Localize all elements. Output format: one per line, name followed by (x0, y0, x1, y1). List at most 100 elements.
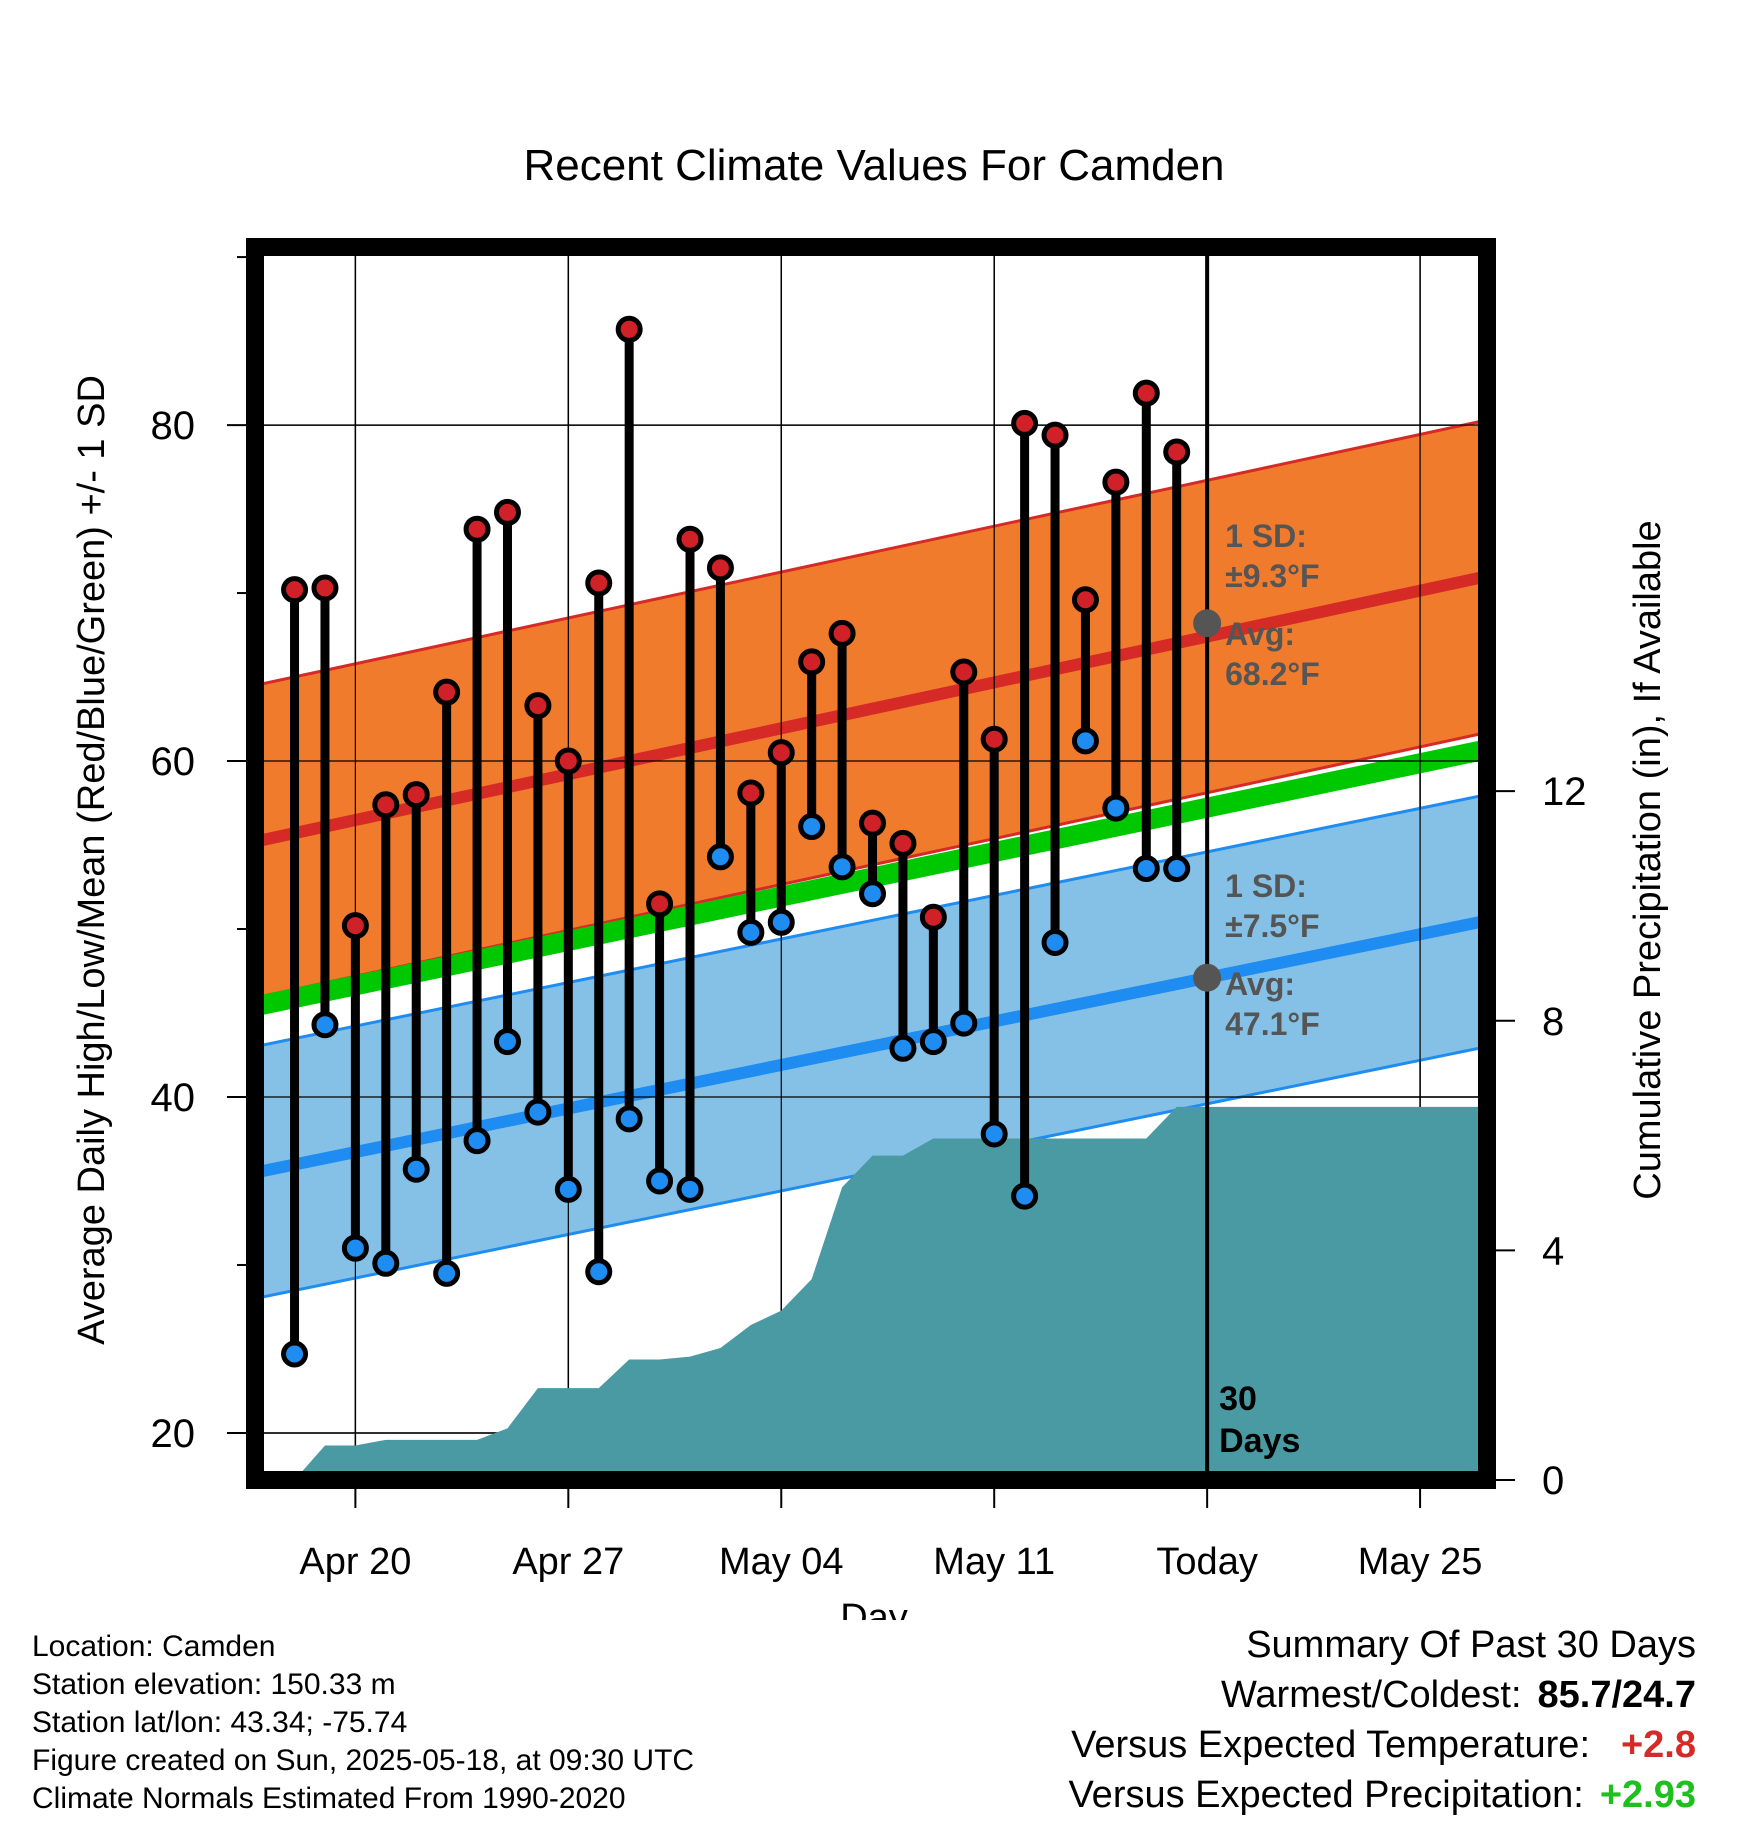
daily-low-point (676, 1175, 704, 1203)
normals-text: Climate Normals Estimated From 1990-2020 (32, 1782, 626, 1815)
daily-low-point (889, 1034, 917, 1062)
daily-low-point (737, 918, 765, 946)
y-right-tick-label: 8 (1542, 1000, 1564, 1044)
low-band-upper-edge (255, 793, 1487, 1049)
summary-precip: Versus Expected Precipitation: +2.93 (1068, 1770, 1696, 1820)
daily-high-point (889, 829, 917, 857)
created-text: Figure created on Sun, 2025-05-18, at 09… (32, 1744, 695, 1777)
low-sd-annotation: 1 SD: (1225, 868, 1307, 904)
daily-high-point (1071, 586, 1099, 614)
low-normal-line (255, 914, 1487, 1179)
y-left-tick-label: 40 (151, 1076, 196, 1120)
daily-high-point (463, 515, 491, 543)
y-left-tick-label: 20 (151, 1412, 196, 1456)
daily-high-point (372, 791, 400, 819)
daily-low-point (980, 1120, 1008, 1148)
y-right-tick-label: 4 (1542, 1229, 1564, 1273)
daily-low-point (1011, 1182, 1039, 1210)
y-right-tick-label: 12 (1542, 770, 1587, 814)
cumulative-precip-area (294, 1106, 1487, 1480)
high-avg-annotation: Avg: (1225, 616, 1295, 652)
daily-low-point (554, 1175, 582, 1203)
daily-high-point (433, 678, 461, 706)
today-window-label: 30 (1219, 1380, 1257, 1418)
elevation-text: Station elevation: 150.33 m (32, 1668, 396, 1701)
daily-low-point (311, 1011, 339, 1039)
daily-low-point (463, 1127, 491, 1155)
temp-anomaly-label: Versus Expected Temperature: (1071, 1724, 1590, 1766)
daily-high-point (615, 315, 643, 343)
daily-low-point (524, 1098, 552, 1126)
y-right-tick-label: 0 (1542, 1459, 1564, 1503)
daily-high-point (281, 576, 309, 604)
plot-area: 1 SD: ±9.3°F Avg: 68.2°F 1 SD: ±7.5°F Avg: 47.1… (151, 238, 1587, 1583)
y-axis-left-label: Average Daily High/Low/Mean (Red/Blue/Gr… (71, 375, 113, 1345)
daily-low-point (706, 843, 734, 871)
x-tick-label: Apr 20 (299, 1541, 411, 1583)
plot-inner (255, 247, 1487, 1480)
daily-high-point (554, 747, 582, 775)
plot-frame (246, 238, 1496, 1489)
daily-high-point (737, 779, 765, 807)
daily-high-point (493, 498, 521, 526)
daily-high-point (919, 903, 947, 931)
precip-anomaly-label: Versus Expected Precipitation: (1068, 1774, 1584, 1816)
daily-high-point (1102, 468, 1130, 496)
x-tick-label: Today (1156, 1541, 1257, 1583)
daily-high-point (524, 692, 552, 720)
low-sd-annotation: ±7.5°F (1225, 908, 1319, 944)
daily-low-point (402, 1155, 430, 1183)
station-metadata: Location: Camden Station elevation: 150.… (32, 1628, 694, 1818)
daily-high-point (646, 890, 674, 918)
daily-high-point (859, 809, 887, 837)
daily-high-point (311, 574, 339, 602)
y-left-tick-label: 60 (151, 740, 196, 784)
daily-low-point (950, 1009, 978, 1037)
daily-low-point (646, 1167, 674, 1195)
daily-low-point (585, 1258, 613, 1286)
daily-high-point (828, 619, 856, 647)
high-band-upper-edge (255, 418, 1487, 687)
latlon-text: Station lat/lon: 43.34; -75.74 (32, 1706, 408, 1739)
chart-title: Recent Climate Values For Camden (523, 141, 1224, 190)
daily-high-point (767, 739, 795, 767)
low-avg-annotation: 47.1°F (1225, 1006, 1320, 1042)
high-normal-line (255, 570, 1487, 848)
daily-low-point (615, 1105, 643, 1133)
daily-high-point (950, 658, 978, 686)
x-tick-label: May 11 (933, 1541, 1055, 1583)
daily-low-point (1041, 928, 1069, 956)
daily-low-point (1102, 794, 1130, 822)
daily-low-point (1132, 855, 1160, 883)
high-avg-annotation: 68.2°F (1225, 656, 1320, 692)
y-left-tick-label: 80 (151, 404, 196, 448)
daily-low-point (1071, 727, 1099, 755)
daily-low-point (828, 853, 856, 881)
warm-cold-value: 85.7/24.7 (1537, 1674, 1696, 1716)
location-text: Location: Camden (32, 1630, 276, 1663)
climate-chart: Recent Climate Values For Camden 1 SD: ±9… (71, 141, 1669, 1620)
daily-high-point (1163, 438, 1191, 466)
daily-high-point (1041, 421, 1069, 449)
today-window-label: Days (1219, 1422, 1300, 1460)
daily-low-point (281, 1340, 309, 1368)
daily-high-point (798, 648, 826, 676)
x-axis-label: Day (840, 1597, 908, 1620)
summary-panel: Summary Of Past 30 Days Warmest/Coldest:… (1068, 1620, 1696, 1820)
summary-title: Summary Of Past 30 Days (1246, 1624, 1696, 1666)
daily-high-point (980, 725, 1008, 753)
daily-low-point (1163, 855, 1191, 883)
daily-low-point (341, 1234, 369, 1262)
daily-high-point (706, 554, 734, 582)
daily-high-point (585, 569, 613, 597)
daily-low-point (493, 1028, 521, 1056)
daily-high-point (676, 525, 704, 553)
x-tick-label: May 04 (719, 1541, 844, 1583)
high-sd-annotation: ±9.3°F (1225, 558, 1319, 594)
daily-high-point (341, 912, 369, 940)
x-tick-label: May 25 (1358, 1541, 1483, 1583)
temp-anomaly-value: +2.8 (1620, 1724, 1696, 1766)
daily-high-point (402, 781, 430, 809)
summary-temp: Versus Expected Temperature: +2.8 (1068, 1720, 1696, 1770)
summary-warm-cold: Warmest/Coldest: 85.7/24.7 (1068, 1670, 1696, 1720)
